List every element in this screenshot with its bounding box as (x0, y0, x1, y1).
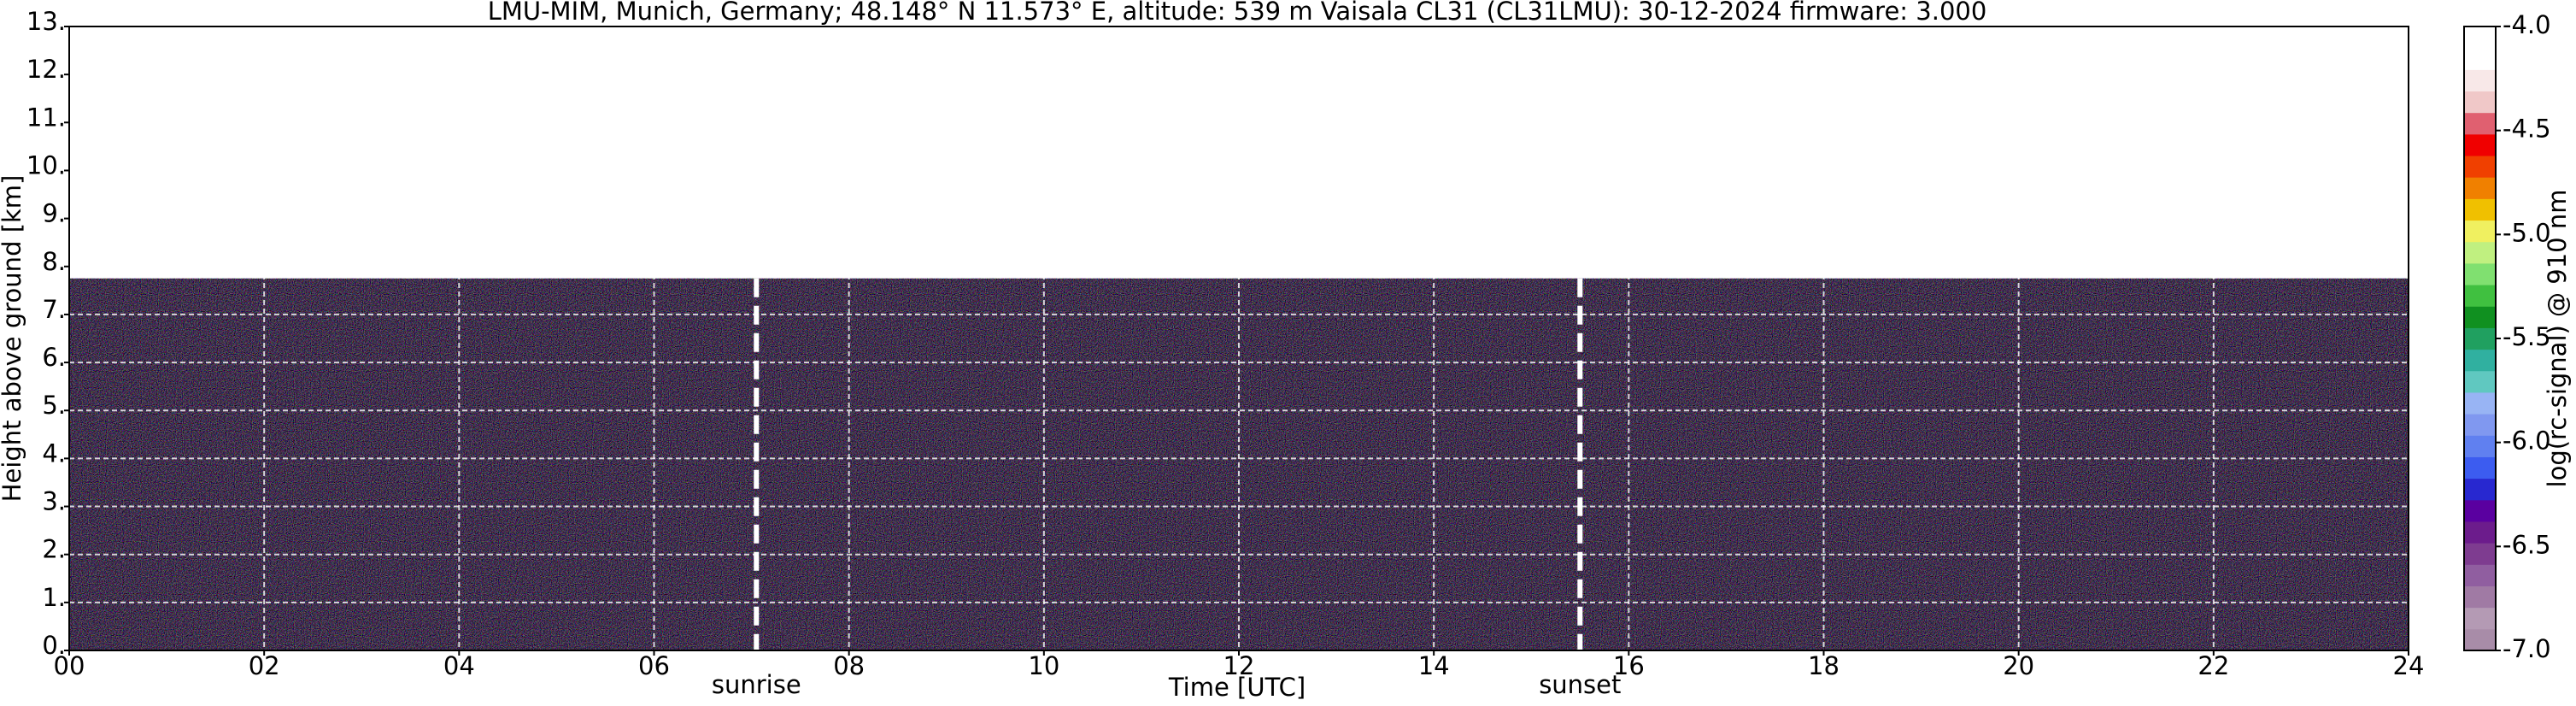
colorbar-band (2464, 198, 2496, 221)
y-tick-label: 4. (42, 438, 66, 468)
y-tick-label: 0. (42, 631, 66, 660)
y-axis-label: Height above ground [km] (0, 175, 26, 503)
chart-title: LMU-MIM, Munich, Germany; 48.148° N 11.5… (488, 0, 1987, 26)
x-tick-label: 00 (54, 651, 85, 680)
colorbar-band (2464, 220, 2496, 243)
colorbar-band (2464, 456, 2496, 479)
x-tick-label: 08 (833, 651, 865, 680)
annotation-label: sunrise (712, 670, 801, 699)
colorbar-band (2464, 499, 2496, 522)
x-tick-label: 16 (1613, 651, 1645, 680)
y-tick-label: 13. (26, 7, 66, 36)
plot-frame (68, 26, 2409, 651)
colorbar-tick-label: -7.0 (2503, 634, 2551, 663)
x-tick-label: 24 (2393, 651, 2425, 680)
colorbar-tick-label: -6.0 (2503, 427, 2551, 456)
annotation-label: sunset (1539, 670, 1621, 699)
colorbar-band (2464, 521, 2496, 544)
y-tick-label: 12. (26, 55, 66, 84)
y-tick-label: 8. (42, 247, 66, 276)
colorbar-label: log(rc-signal) @ 910 nm (2543, 190, 2572, 488)
colorbar-band (2464, 327, 2496, 350)
y-tick-label: 10. (26, 150, 66, 179)
colorbar-tick-label: -4.0 (2503, 10, 2551, 39)
y-tick-label: 11. (26, 103, 66, 132)
colorbar-tick-label: -5.0 (2503, 218, 2551, 247)
x-tick-label: 12 (1223, 651, 1255, 680)
colorbar-band (2464, 414, 2496, 436)
x-tick-label: 06 (638, 651, 670, 680)
y-tick-label: 6. (42, 343, 66, 372)
x-tick-label: 20 (2003, 651, 2034, 680)
colorbar-band (2464, 306, 2496, 328)
colorbar-band (2464, 478, 2496, 501)
x-tick-label: 18 (1808, 651, 1840, 680)
colorbar-band (2464, 370, 2496, 393)
colorbar-band (2464, 91, 2496, 114)
colorbar-band (2464, 628, 2496, 651)
y-tick-label: 7. (42, 295, 66, 324)
colorbar-band (2464, 112, 2496, 135)
colorbar-band (2464, 435, 2496, 457)
colorbar-band (2464, 585, 2496, 609)
y-tick-label: 5. (42, 391, 66, 420)
colorbar-tick-label: -4.5 (2503, 115, 2551, 144)
x-tick-label: 10 (1028, 651, 1059, 680)
colorbar-tick-label: -6.5 (2503, 530, 2551, 559)
colorbar-band (2464, 349, 2496, 372)
colorbar-band (2464, 607, 2496, 630)
colorbar-band (2464, 241, 2496, 264)
colorbar-tick-label: -5.5 (2503, 322, 2551, 351)
colorbar-band (2464, 26, 2496, 49)
x-tick-label: 22 (2198, 651, 2229, 680)
y-tick-label: 9. (42, 199, 66, 228)
x-tick-label: 14 (1418, 651, 1450, 680)
colorbar-band (2464, 391, 2496, 415)
colorbar-band (2464, 285, 2496, 307)
colorbar-band (2464, 48, 2496, 70)
x-tick-label: 02 (249, 651, 280, 680)
colorbar-band (2464, 564, 2496, 586)
x-tick-label: 04 (443, 651, 475, 680)
colorbar-band (2464, 156, 2496, 178)
y-tick-label: 3. (42, 487, 66, 516)
colorbar-band (2464, 543, 2496, 565)
x-axis-label: Time [UTC] (1168, 673, 1306, 702)
colorbar-band (2464, 262, 2496, 285)
y-tick-label: 1. (42, 583, 66, 612)
colorbar-band (2464, 133, 2496, 156)
colorbar-band (2464, 177, 2496, 199)
colorbar-band (2464, 69, 2496, 92)
y-tick-label: 2. (42, 535, 66, 564)
